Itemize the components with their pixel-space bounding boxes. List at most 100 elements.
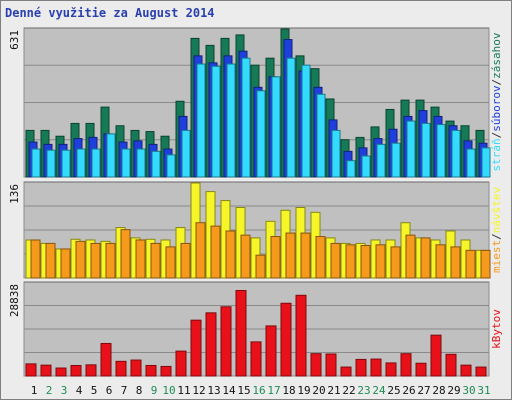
x-tick-label: 28	[432, 384, 445, 397]
legend-middle-part: návštev	[490, 187, 503, 234]
middle-bar-miest-17	[270, 236, 281, 279]
x-tick-label: 20	[312, 384, 325, 397]
x-tick-label: 3	[61, 384, 68, 397]
bottom-bar-kBytov-23	[355, 358, 367, 377]
bottom-bar-kBytov-10	[160, 365, 172, 377]
top-bar-stráň-21	[331, 129, 341, 178]
middle-bar-miest-9	[150, 242, 161, 279]
middle-bar-miest-1	[30, 239, 41, 279]
bottom-bar-kBytov-20	[310, 353, 322, 377]
middle-bar-miest-26	[405, 234, 416, 279]
top-bar-stráň-5	[91, 148, 101, 178]
chart-title: Denné využitie za August 2014	[5, 6, 215, 20]
bottom-bar-kBytov-30	[460, 364, 472, 377]
top-bar-stráň-2	[46, 149, 56, 178]
top-bar-stráň-17	[271, 76, 281, 178]
x-tick-label: 10	[162, 384, 175, 397]
x-tick-label: 19	[297, 384, 310, 397]
x-tick-label: 12	[192, 384, 205, 397]
x-tick-label: 22	[342, 384, 355, 397]
top-bar-stráň-24	[376, 143, 386, 178]
y-max-label-middle: 136	[8, 184, 21, 204]
middle-bar-miest-6	[105, 242, 116, 279]
bottom-bar-kBytov-25	[385, 362, 397, 377]
x-tick-label: 9	[151, 384, 158, 397]
x-tick-label: 13	[207, 384, 220, 397]
middle-bar-miest-28	[435, 244, 446, 279]
bottom-bar-kBytov-7	[115, 360, 127, 377]
bottom-bar-kBytov-8	[130, 359, 142, 377]
x-tick-label: 17	[267, 384, 280, 397]
bottom-bar-kBytov-15	[235, 290, 247, 377]
bottom-bar-kBytov-28	[430, 334, 442, 377]
middle-bar-miest-21	[330, 242, 341, 279]
bottom-bar-kBytov-6	[100, 342, 112, 377]
bottom-bar-kBytov-19	[295, 294, 307, 377]
legend-top-part: /	[490, 132, 503, 139]
top-bar-stráň-16	[256, 90, 266, 178]
middle-bar-miest-19	[300, 232, 311, 279]
x-tick-label: 7	[121, 384, 128, 397]
middle-bar-miest-11	[180, 242, 191, 279]
bottom-bar-kBytov-5	[85, 364, 97, 377]
middle-bar-miest-3	[60, 248, 71, 279]
legend-top-part: súborov	[490, 85, 503, 132]
bottom-bar-kBytov-1	[25, 363, 37, 377]
x-tick-label: 4	[76, 384, 83, 397]
x-tick-label: 1	[31, 384, 38, 397]
bottom-bar-kBytov-17	[265, 325, 277, 377]
middle-bar-miest-30	[465, 249, 476, 279]
bottom-bar-kBytov-12	[190, 319, 202, 377]
bottom-bar-kBytov-26	[400, 353, 412, 377]
top-bar-stráň-22	[346, 160, 356, 178]
legend-bottom: kBytov	[490, 309, 503, 349]
x-tick-label: 31	[477, 384, 490, 397]
middle-bar-miest-18	[285, 232, 296, 279]
top-bar-stráň-20	[316, 93, 326, 178]
middle-bar-miest-29	[450, 246, 461, 279]
middle-bar-miest-10	[165, 246, 176, 279]
top-bar-stráň-7	[121, 148, 131, 178]
top-bar-stráň-30	[466, 148, 476, 178]
x-tick-label: 2	[46, 384, 53, 397]
x-tick-label: 25	[387, 384, 400, 397]
bottom-bar-kBytov-31	[475, 366, 487, 377]
top-bar-stráň-14	[226, 63, 236, 178]
x-tick-label: 6	[106, 384, 113, 397]
bottom-bar-kBytov-29	[445, 353, 457, 377]
bottom-bar-kBytov-21	[325, 353, 337, 377]
middle-bar-miest-7	[120, 229, 131, 279]
x-tick-label: 11	[177, 384, 190, 397]
legend-middle-part: miest	[490, 240, 503, 273]
bottom-bar-kBytov-9	[145, 364, 157, 377]
top-bar-stráň-10	[166, 154, 176, 178]
top-bar-stráň-4	[76, 148, 86, 178]
x-tick-label: 21	[327, 384, 340, 397]
bottom-bar-kBytov-11	[175, 350, 187, 377]
bottom-bar-kBytov-18	[280, 302, 292, 377]
x-tick-label: 30	[462, 384, 475, 397]
bottom-bar-kBytov-24	[370, 358, 382, 377]
bottom-bar-kBytov-14	[220, 306, 232, 377]
middle-bar-miest-31	[480, 249, 491, 279]
x-tick-label: 18	[282, 384, 295, 397]
top-bar-stráň-18	[286, 57, 296, 178]
legend-top: stráň/súborov/zásahov	[490, 32, 503, 171]
bottom-bar-kBytov-2	[40, 364, 52, 377]
legend-middle-part: /	[490, 233, 503, 240]
bottom-bar-kBytov-13	[205, 312, 217, 377]
x-tick-label: 27	[417, 384, 430, 397]
x-tick-label: 26	[402, 384, 415, 397]
top-bar-stráň-15	[241, 57, 251, 178]
top-bar-stráň-13	[211, 65, 221, 178]
middle-bar-miest-15	[240, 234, 251, 279]
middle-bar-miest-20	[315, 236, 326, 279]
middle-bar-miest-16	[255, 254, 266, 279]
top-bar-stráň-3	[61, 149, 71, 178]
bottom-bar-kBytov-3	[55, 367, 67, 377]
top-bar-stráň-8	[136, 148, 146, 178]
middle-bar-miest-5	[90, 242, 101, 279]
top-bar-stráň-6	[106, 133, 116, 178]
middle-bar-miest-25	[390, 246, 401, 279]
legend-top-part: zásahov	[490, 32, 503, 79]
